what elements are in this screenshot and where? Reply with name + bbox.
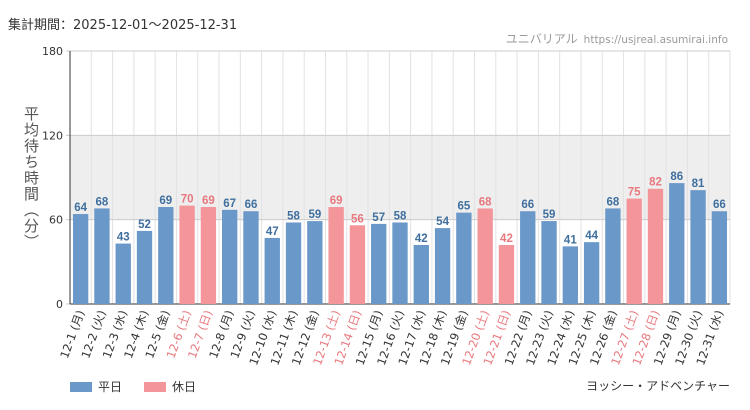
bar [434,228,451,304]
bar [328,207,344,304]
bar [669,183,685,304]
y-axis-title: 平均待ち時間（分） [22,106,40,250]
y-tick-label: 60 [49,214,63,227]
bar-value-label: 66 [713,199,726,211]
legend-item-holiday: 休日 [144,378,196,395]
legend-label-weekday: 平日 [98,380,123,394]
bar [371,223,387,304]
bar-value-label: 42 [415,233,428,245]
bar-value-label: 64 [74,202,87,214]
bar-value-label: 58 [287,210,300,222]
bar [307,221,323,304]
bar-value-label: 42 [500,233,513,245]
y-tick-label: 0 [56,298,63,311]
bar [605,208,621,304]
legend-label-holiday: 休日 [172,380,197,394]
bar [456,212,472,304]
bar-value-label: 86 [670,171,683,183]
bar-value-label: 57 [372,212,385,224]
bar-value-label: 66 [245,199,258,211]
bar-value-label: 58 [394,210,407,222]
y-tick-label: 180 [42,45,63,58]
bar [264,237,280,304]
bar-value-label: 68 [479,196,492,208]
legend-swatch-holiday [144,381,167,392]
bar [413,244,429,304]
bar-value-label: 68 [96,196,109,208]
bar-value-label: 52 [138,219,151,231]
bar-value-label: 81 [692,178,705,190]
bar [647,188,664,304]
bar-value-label: 59 [308,209,321,221]
bar-value-label: 41 [564,234,577,246]
site-url: https://usjreal.asumirai.info [583,34,728,46]
bar-value-label: 69 [202,195,215,207]
bar [222,209,238,304]
bar [94,208,110,304]
bar [562,246,578,304]
bar [179,205,195,304]
bar [520,211,536,304]
bar [136,230,153,304]
bar [583,242,600,304]
bar-value-label: 82 [649,177,662,189]
site-name: ユニバリアル [505,32,578,46]
bar-value-label: 66 [521,199,534,211]
bar-value-label: 59 [543,209,556,221]
bar [392,222,408,304]
bar-value-label: 70 [181,194,194,206]
bar [243,211,259,304]
attraction-name: ヨッシー・アドベンチャー [586,379,730,393]
bar [477,208,493,304]
legend-swatch-weekday [70,381,92,392]
bar-value-label: 68 [607,196,620,208]
bar-value-label: 67 [223,198,236,210]
bar [498,244,515,304]
bar-value-label: 47 [266,226,279,238]
site-watermark: ユニバリアル https://usjreal.asumirai.info [506,30,728,47]
bar-value-label: 75 [628,187,641,199]
bar [626,198,642,304]
bar-value-label: 69 [330,195,343,207]
bar [541,221,557,304]
bar [72,214,89,304]
bar-value-label: 54 [436,216,449,228]
period-text: 集計期間：2025-12-01～2025-12-31 [8,18,238,33]
bar [158,207,174,304]
bar-value-label: 65 [457,201,470,213]
bar [711,211,728,304]
shaded-band [70,135,730,220]
bar [285,222,302,304]
bar [200,207,217,304]
bar-value-label: 43 [117,232,130,244]
bar-value-label: 56 [351,213,364,225]
bar [349,225,366,304]
legend-item-weekday: 平日 [70,378,122,395]
bar [115,243,131,304]
y-tick-label: 120 [42,129,63,142]
bar-value-label: 69 [159,195,172,207]
bar [690,190,706,304]
legend: 平日 休日 [70,378,196,395]
bar-value-label: 44 [585,230,598,242]
